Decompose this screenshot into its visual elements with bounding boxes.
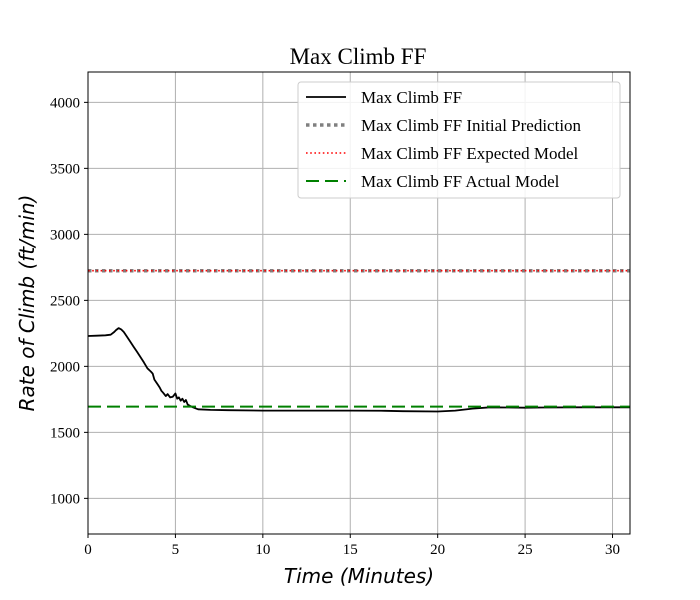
legend-entry: Max Climb FF Initial Prediction — [361, 116, 582, 135]
chart-title: Max Climb FF — [290, 44, 427, 69]
x-tick-label: 10 — [255, 542, 270, 558]
legend-box — [297, 81, 621, 199]
y-axis-ticks: 1000 1500 2000 2500 3000 3500 4000 — [50, 95, 88, 507]
y-tick-label: 1000 — [50, 491, 80, 507]
legend-entry: Max Climb FF Actual Model — [361, 172, 560, 191]
x-tick-label: 30 — [605, 542, 620, 558]
y-tick-label: 4000 — [50, 95, 80, 111]
y-tick-label: 3000 — [50, 227, 80, 243]
y-tick-label: 1500 — [50, 425, 80, 441]
legend-entry: Max Climb FF Expected Model — [361, 144, 578, 163]
x-tick-label: 20 — [430, 542, 445, 558]
x-tick-label: 25 — [518, 542, 533, 558]
x-axis-ticks: 0 5 10 15 20 25 30 — [84, 534, 620, 558]
plot-frame — [87, 71, 631, 535]
legend-entry: Max Climb FF — [361, 88, 462, 107]
x-tick-label: 15 — [343, 542, 358, 558]
x-tick-label: 5 — [172, 542, 180, 558]
x-tick-label: 0 — [84, 542, 92, 558]
y-tick-label: 3500 — [50, 161, 80, 177]
y-tick-label: 2500 — [50, 293, 80, 309]
series-line-1 — [88, 327, 630, 413]
y-axis-label: Rate of Climb (ft/min) — [15, 195, 39, 412]
y-tick-label: 2000 — [50, 359, 80, 375]
series-layer — [88, 268, 630, 413]
x-axis-label: Time (Minutes) — [284, 564, 434, 588]
legend: Max Climb FF Max Climb FF Initial Predict… — [297, 81, 621, 199]
